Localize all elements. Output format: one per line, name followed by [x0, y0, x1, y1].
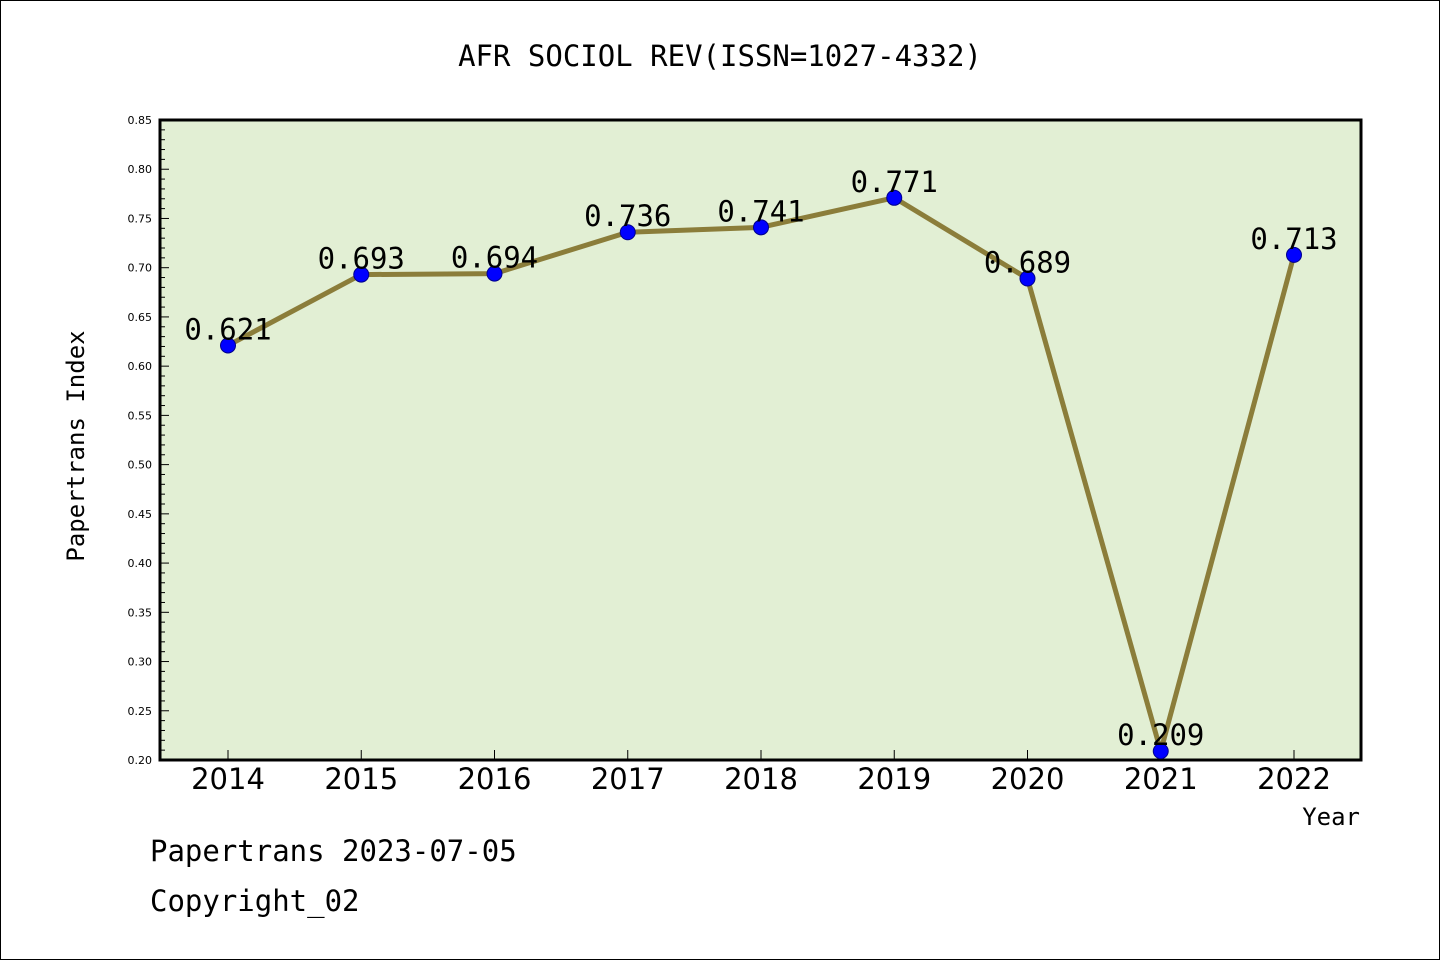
y-tick-label: 0.35 [128, 606, 153, 619]
chart-title: AFR SOCIOL REV(ISSN=1027-4332) [458, 39, 982, 73]
data-label: 0.736 [584, 199, 671, 233]
y-tick-label: 0.70 [128, 262, 153, 275]
data-point [753, 219, 769, 236]
y-tick-label: 0.85 [128, 114, 153, 127]
x-tick-label: 2019 [857, 762, 931, 796]
data-labels: 0.621 0.693 0.694 0.736 0.741 0.771 0.689 0.209… [184, 165, 1337, 752]
data-label: 0.621 [184, 312, 271, 346]
y-tick-label: 0.75 [128, 212, 153, 225]
y-tick-label: 0.50 [128, 459, 153, 472]
y-tick-label: 0.25 [128, 705, 153, 718]
y-axis-label: Papertrans Index [62, 330, 90, 561]
x-tick-label: 2017 [591, 762, 665, 796]
x-tick-label: 2021 [1124, 762, 1198, 796]
data-point [353, 266, 370, 283]
y-tick-label: 0.55 [128, 409, 153, 422]
data-markers [220, 189, 1302, 760]
x-tick-label: 2016 [458, 762, 532, 796]
y-tick-label: 0.20 [128, 754, 153, 767]
data-label: 0.694 [451, 241, 538, 275]
x-tick-label: 2018 [724, 762, 798, 796]
data-point [1152, 743, 1169, 760]
data-label: 0.713 [1250, 222, 1337, 256]
y-tick-label: 0.80 [128, 163, 153, 176]
data-label: 0.693 [318, 242, 405, 276]
x-tick-label: 2014 [191, 762, 265, 796]
y-tick-label: 0.65 [128, 311, 153, 324]
data-label: 0.689 [984, 246, 1071, 280]
data-point [886, 189, 903, 206]
data-label: 0.741 [717, 194, 804, 228]
y-tick-label: 0.40 [128, 557, 153, 570]
data-point [1019, 270, 1036, 287]
x-tick-label: 2015 [324, 762, 398, 796]
data-label: 0.771 [851, 165, 938, 199]
y-tick-label: 0.30 [128, 656, 153, 669]
data-label: 0.209 [1117, 718, 1204, 752]
source-note: Papertrans 2023-07-05 [150, 834, 517, 868]
data-point [486, 265, 503, 282]
y-axis-ticks: 0.20 0.25 0.30 0.35 0.40 0.45 0.50 0.55 0.60 0.65… [128, 114, 169, 767]
x-axis-label: Year [1302, 803, 1360, 831]
x-axis-ticks: 2014 2015 2016 2017 2018 2019 2020 2021 2022 [191, 750, 1331, 796]
y-tick-label: 0.45 [128, 508, 153, 521]
x-tick-label: 2020 [991, 762, 1065, 796]
data-point [220, 337, 236, 354]
copyright-note: Copyright_02 [150, 884, 360, 918]
y-tick-label: 0.60 [128, 360, 153, 373]
data-point [619, 224, 636, 241]
x-tick-label: 2022 [1257, 762, 1331, 796]
data-point [1286, 246, 1302, 263]
